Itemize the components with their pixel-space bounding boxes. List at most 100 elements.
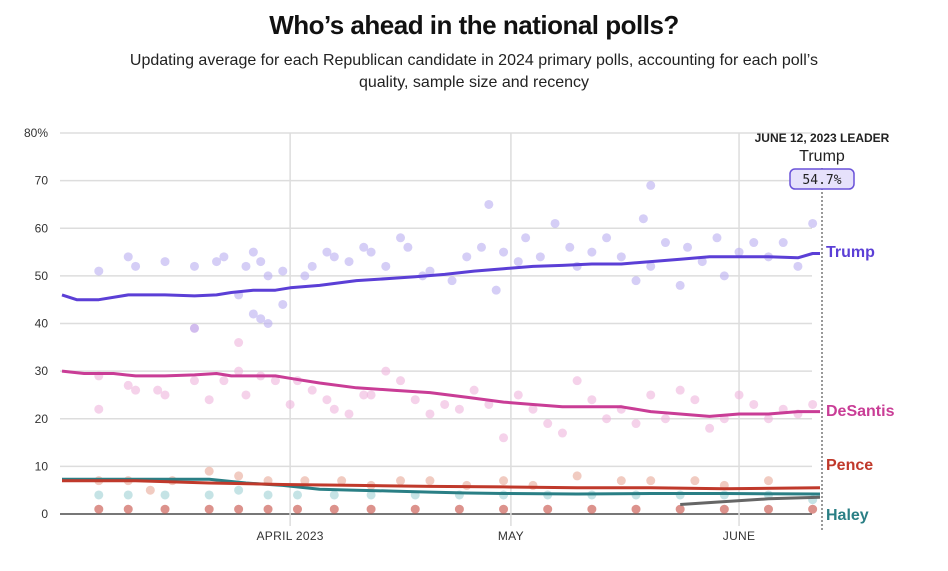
poll-dot-desantis [204,395,214,405]
gridlines [60,132,812,515]
end-label-trump: Trump [826,244,875,261]
poll-dot-pence [204,466,214,476]
poll-dot-pence [425,476,435,486]
y-tick-label: 50 [35,269,49,283]
poll-dot-desantis [366,390,376,400]
poll-dot-trump [248,247,258,257]
poll-dot-haley [292,490,302,500]
poll-dot-trump [248,309,258,319]
poll-dot-other-candidates [454,504,464,514]
poll-dot-trump [587,247,597,257]
poll-dot-desantis [160,390,170,400]
poll-dot-trump [660,238,670,248]
poll-dot-desantis [587,395,597,405]
poll-dot-other-candidates [204,504,214,514]
poll-dot-trump [307,261,317,271]
poll-dot-haley [234,485,244,495]
poll-dot-desantis [543,419,553,429]
y-tick-label: 0 [41,507,48,521]
y-tick-label: 70 [35,174,49,188]
y-tick-label: 30 [35,364,49,378]
poll-dot-desantis [528,404,538,414]
poll-dot-haley [123,490,133,500]
poll-dot-trump [241,261,251,271]
poll-dot-pence [690,476,700,486]
poll-dot-desantis [234,366,244,376]
poll-dot-trump [263,319,273,328]
poll-dot-trump [278,299,288,309]
poll-dot-desantis [763,414,773,424]
poll-dot-desantis [285,399,295,409]
poll-dot-desantis [499,433,509,443]
y-tick-label: 10 [35,459,49,473]
poll-dot-trump [565,242,575,252]
poll-dot-other-candidates [366,504,376,514]
poll-dot-desantis [808,399,818,409]
poll-dot-trump [300,271,310,281]
poll-dot-desantis [484,399,494,409]
poll-dot-other-candidates [234,504,244,514]
poll-dot-desantis [131,385,141,395]
poll-dot-other-candidates [543,504,553,514]
poll-dot-haley [329,490,339,500]
poll-dot-desantis [241,390,251,400]
poll-dot-trump [329,252,339,262]
poll-dot-trump [778,238,788,248]
leader-name: Trump [799,148,845,165]
y-tick-label: 80% [24,126,48,140]
poll-dot-desantis [557,428,567,438]
series-end-labels: Trump DeSantis Pence Haley [826,244,895,524]
poll-dot-pence [572,471,582,481]
poll-dot-trump [344,257,354,267]
poll-dot-trump [712,233,722,243]
poll-dot-pence [234,471,244,481]
x-tick-label: APRIL 2023 [257,529,324,543]
poll-dot-trump [631,276,641,286]
poll-dot-desantis [307,385,317,395]
poll-dot-desantis [440,399,450,409]
poll-dot-trump [683,242,693,252]
poll-dot-trump [550,218,560,228]
poll-dot-other-candidates [719,504,729,514]
poll-dot-other-candidates [499,504,509,514]
poll-dot-trump [793,261,803,271]
poll-dot-trump [94,266,104,276]
poll-dot-pence [616,476,626,486]
poll-dot-haley [94,490,104,500]
poll-dot-desantis [344,409,354,419]
poll-dot-trump [499,247,509,257]
end-label-desantis: DeSantis [826,403,895,420]
poll-dot-trump [160,257,170,267]
average-line-haley [62,477,821,496]
poll-dot-trump [675,280,685,290]
poll-dot-trump [256,314,266,324]
poll-dot-desantis [469,385,479,395]
leader-heading: JUNE 12, 2023 LEADER [755,131,890,145]
poll-dot-haley [204,490,214,500]
poll-dot-trump [366,247,376,257]
poll-dot-desantis [322,395,332,405]
poll-dot-trump [403,242,413,252]
poll-dot-trump [462,252,472,262]
poll-dot-trump [749,238,759,248]
x-tick-label: JUNE [723,529,756,543]
poll-dot-desantis [123,380,133,390]
poll-dot-desantis [602,414,612,424]
poll-dot-trump [697,257,707,267]
chart-subtitle: Updating average for each Republican can… [129,52,819,91]
poll-dot-trump [131,261,141,271]
poll-dot-trump [521,233,531,243]
poll-dot-trump [322,247,332,257]
poll-dot-other-candidates [94,504,104,514]
average-line-trump [61,252,820,302]
poll-dot-trump [734,247,744,257]
poll-dot-trump [123,252,133,262]
poll-dot-desantis [631,419,641,429]
poll-dot-desantis [189,376,199,386]
end-label-haley: Haley [826,507,869,524]
end-label-pence: Pence [826,457,873,474]
poll-dot-trump [476,242,486,252]
poll-dot-pence [763,476,773,486]
poll-dot-other-candidates [329,504,339,514]
poll-dot-trump [381,261,391,271]
